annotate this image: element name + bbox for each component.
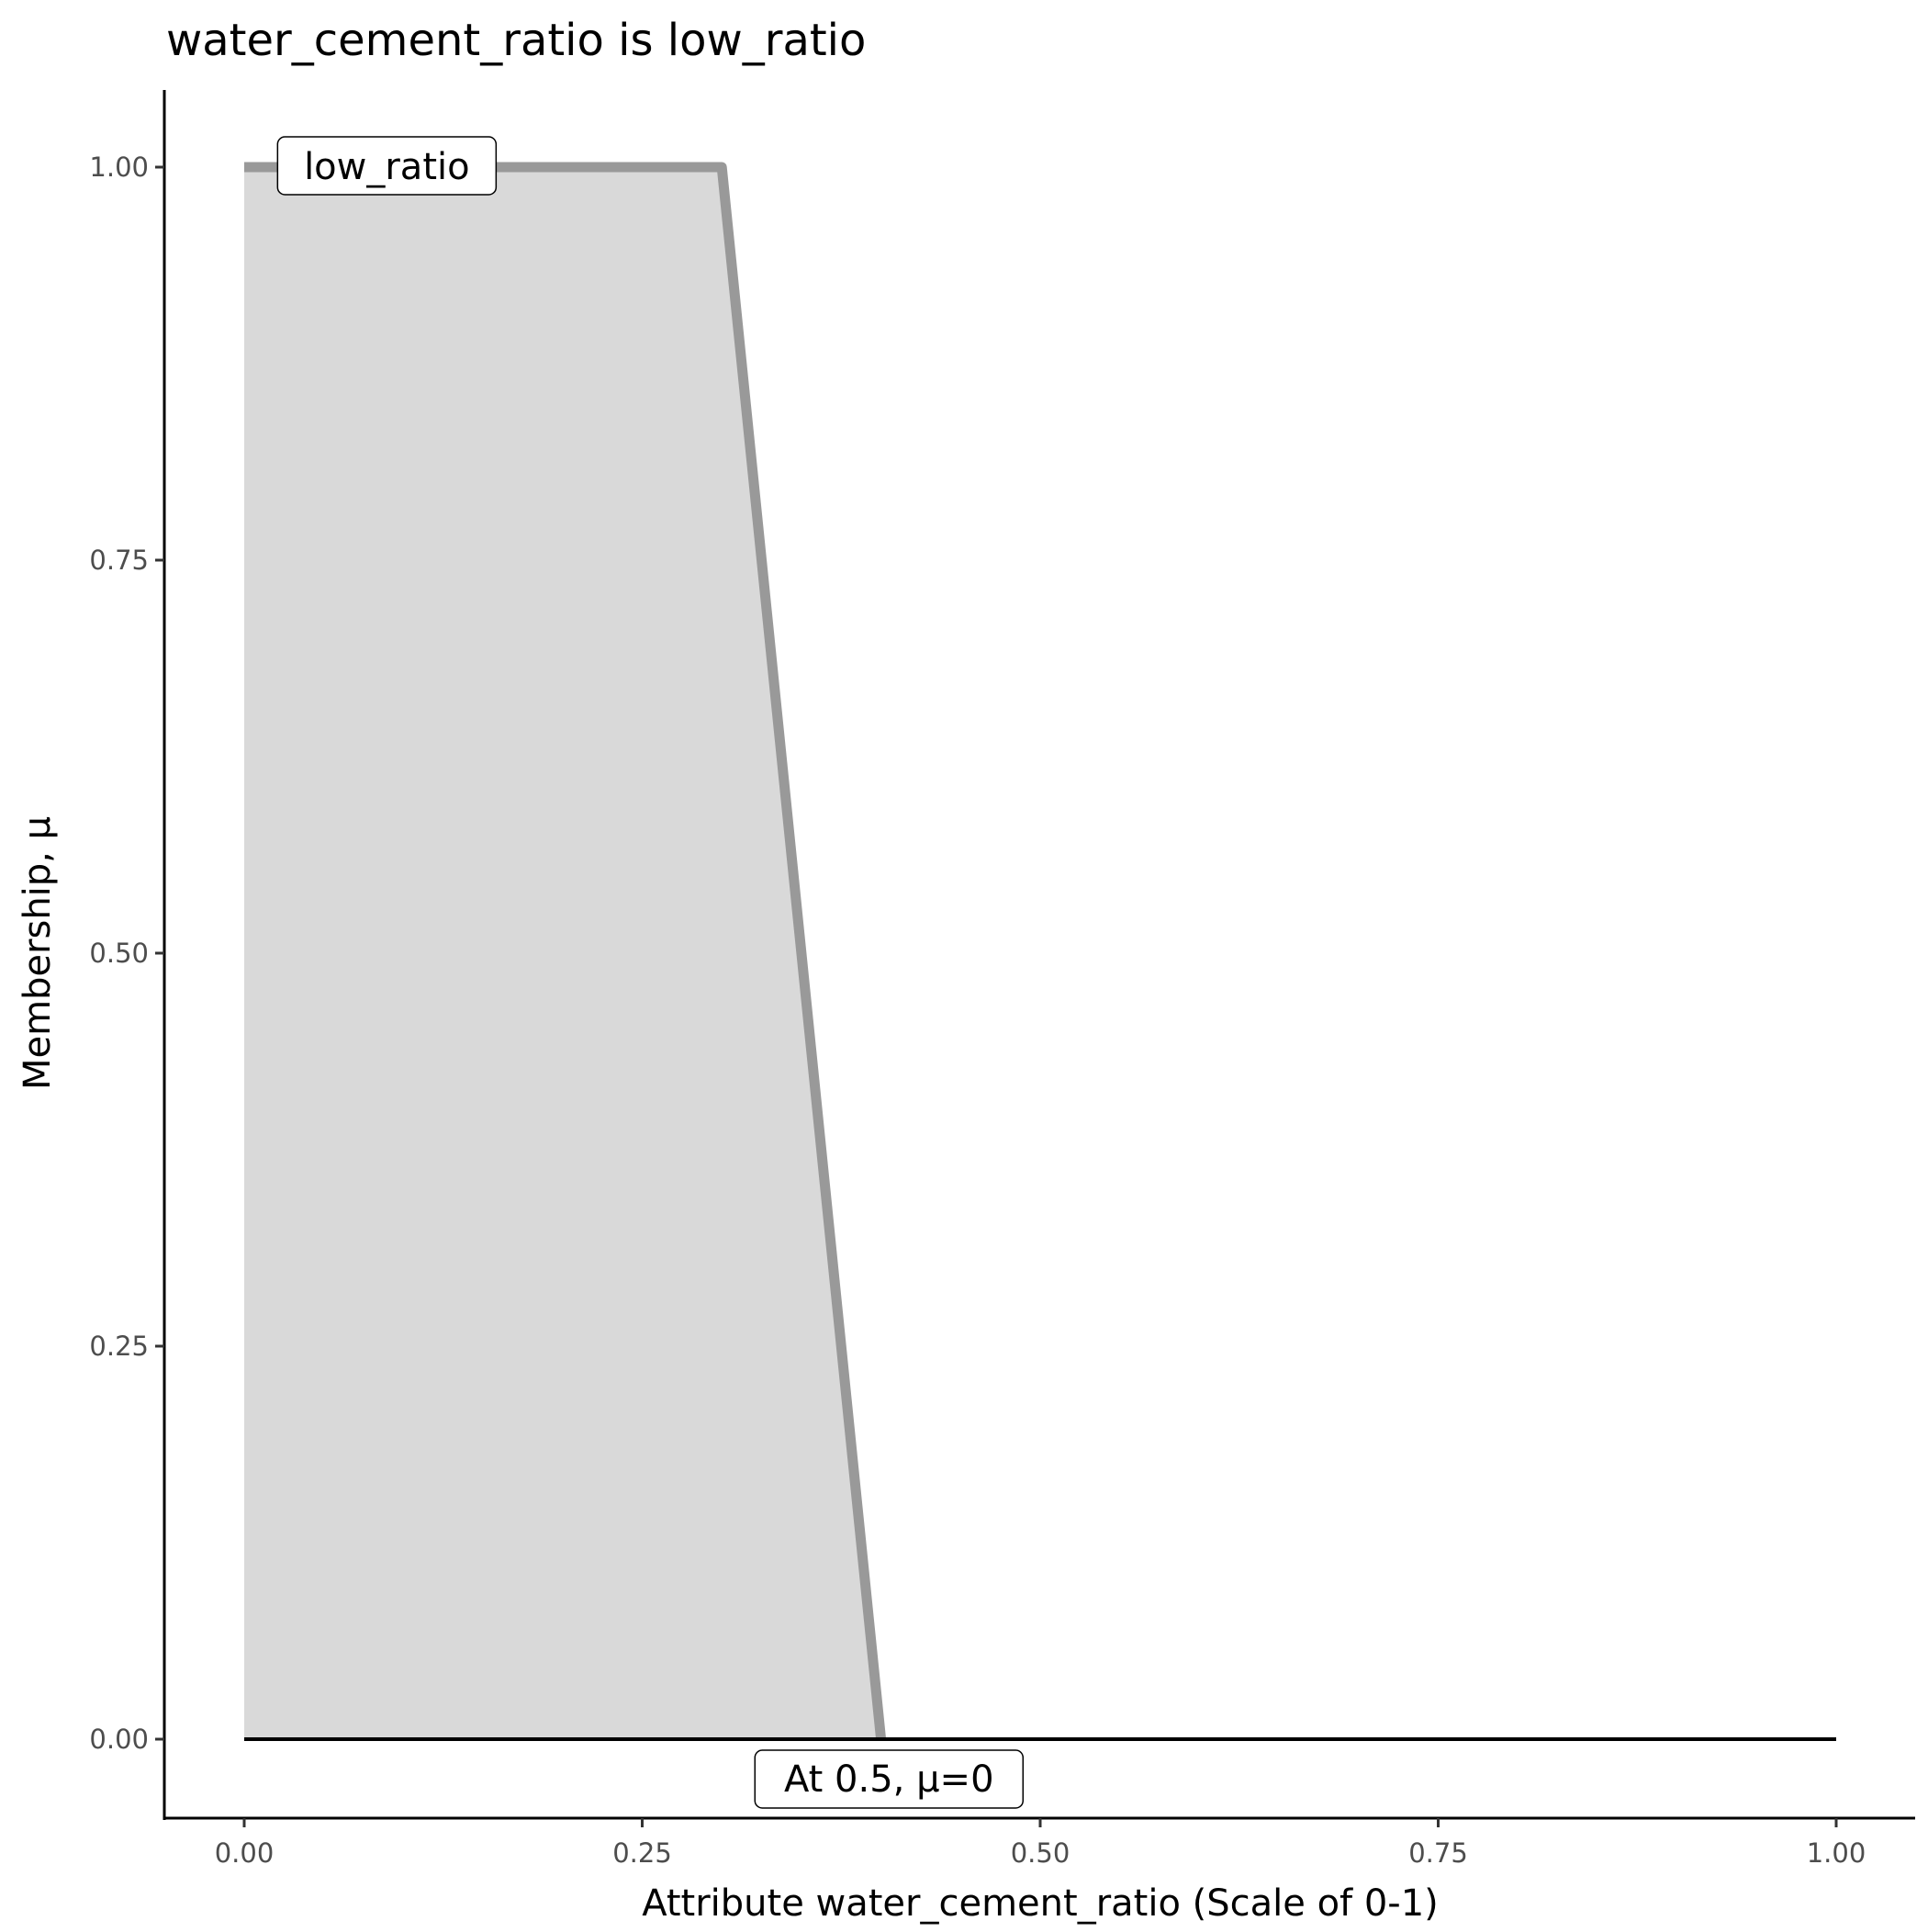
y-tick-label: 0.50 <box>89 938 149 969</box>
membership-area <box>244 167 881 1739</box>
y-tick-label: 0.75 <box>89 545 149 576</box>
x-tick-label: 0.00 <box>215 1837 275 1869</box>
x-tick-label: 0.25 <box>612 1837 672 1869</box>
label-at-value: At 0.5, μ=0 <box>784 1758 994 1801</box>
x-tick-label: 0.75 <box>1408 1837 1468 1869</box>
x-tick-label: 0.50 <box>1011 1837 1070 1869</box>
label-box-at-value <box>754 1749 1025 1809</box>
y-tick-label: 0.00 <box>89 1724 149 1755</box>
y-tick-label: 1.00 <box>89 152 149 183</box>
label-box-low-ratio <box>276 136 498 196</box>
y-tick-label: 0.25 <box>89 1331 149 1362</box>
chart-title: water_cement_ratio is low_ratio <box>166 15 866 66</box>
x-tick-label: 1.00 <box>1807 1837 1866 1869</box>
x-axis-label: Attribute water_cement_ratio (Scale of 0… <box>642 1882 1439 1925</box>
y-axis-label: Membership, μ <box>17 816 59 1090</box>
label-low-ratio: low_ratio <box>304 146 470 188</box>
